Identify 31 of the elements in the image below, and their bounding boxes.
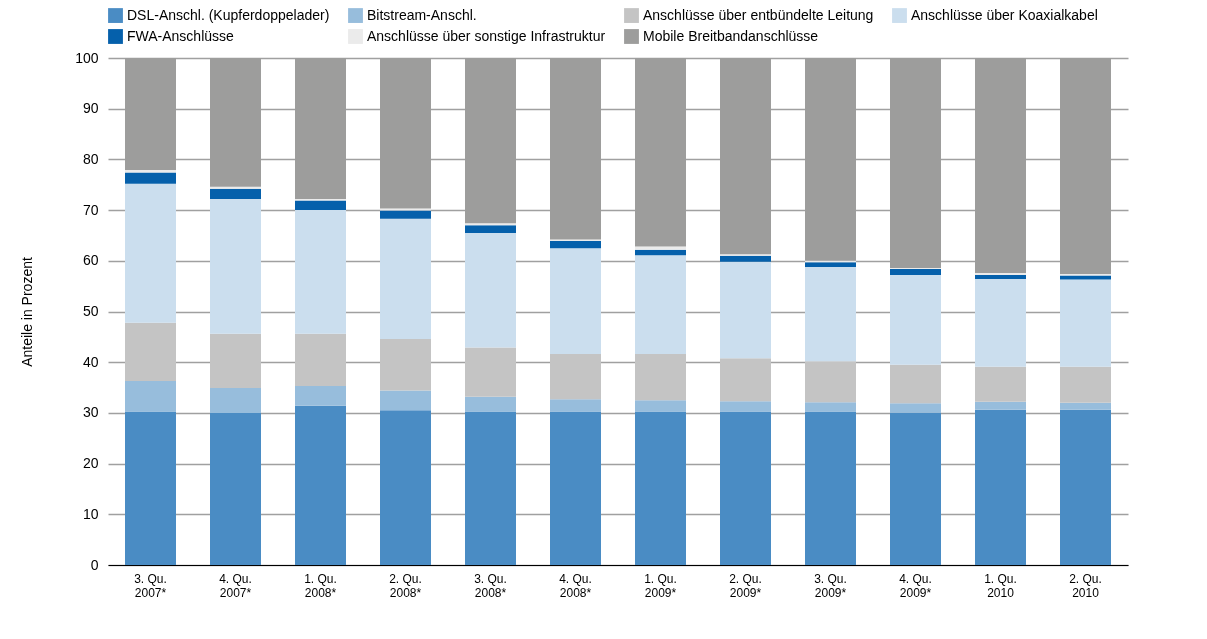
x-tick-label: 1. Qu. 2008* — [304, 571, 337, 600]
x-tick-label: 2. Qu. 2008* — [389, 571, 422, 600]
x-tick-label: 3. Qu. 2008* — [474, 571, 507, 600]
x-tick-label: 2. Qu. 2009* — [729, 571, 762, 600]
x-tick-label: 4. Qu. 2007* — [219, 571, 252, 600]
x-tick-label: 1. Qu. 2009* — [644, 571, 677, 600]
legend-label: Anschlüsse über sonstige Infrastruktur — [367, 27, 606, 44]
x-tick-label: 2. Qu. 2010 — [1069, 571, 1102, 600]
y-tick-label: 50 — [82, 303, 99, 319]
y-tick-label: 60 — [82, 252, 99, 269]
x-tick-label: 3. Qu. 2007* — [134, 571, 167, 600]
x-tick-label: 3. Qu. 2009* — [814, 571, 847, 600]
x-tick-label: 4. Qu. 2008* — [559, 571, 592, 600]
legend-label: DSL-Anschl. (Kupferdoppelader) — [127, 6, 330, 23]
x-tick-label: 1. Qu. 2010 — [984, 571, 1017, 600]
legend-label: Anschlüsse über Koaxialkabel — [911, 6, 1098, 23]
legend-label: FWA-Anschlüsse — [127, 27, 235, 44]
y-tick-label: 70 — [82, 201, 99, 218]
y-tick-label: 40 — [82, 353, 99, 370]
y-axis-title: Anteile in Prozent — [19, 257, 36, 367]
y-tick-label: 80 — [82, 150, 99, 167]
y-tick-label: 10 — [82, 505, 99, 522]
legend-label: Mobile Breitbandanschlüsse — [643, 27, 819, 44]
x-tick-label: 4. Qu. 2009* — [899, 571, 932, 600]
y-tick-label: 20 — [82, 455, 99, 472]
legend-label: Bitstream-Anschl. — [367, 6, 477, 23]
y-tick-label: 0 — [90, 556, 99, 573]
y-tick-label: 90 — [82, 100, 99, 117]
legend-label: Anschlüsse über entbündelte Leitung — [643, 6, 874, 23]
y-tick-label: 30 — [82, 404, 99, 421]
y-tick-label: 100 — [75, 49, 99, 66]
